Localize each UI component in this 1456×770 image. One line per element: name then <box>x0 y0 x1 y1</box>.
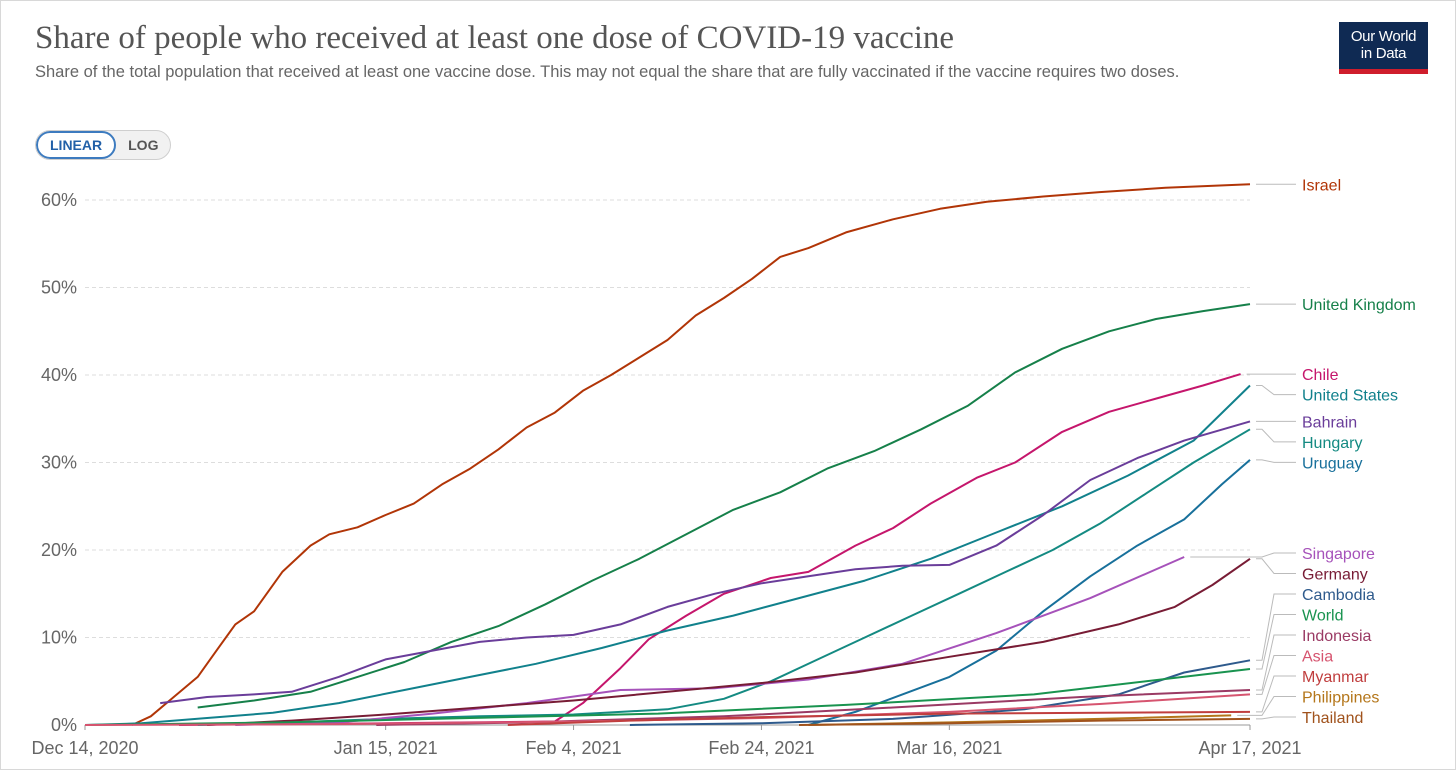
series-label-indonesia: Indonesia <box>1302 628 1371 645</box>
series-label-thailand: Thailand <box>1302 710 1363 727</box>
label-connector <box>1256 655 1296 695</box>
series-label-asia: Asia <box>1302 649 1333 666</box>
x-tick-label: Jan 15, 2021 <box>334 738 438 758</box>
series-label-germany: Germany <box>1302 567 1368 584</box>
series-label-uruguay: Uruguay <box>1302 455 1362 472</box>
label-connector <box>1256 428 1296 443</box>
chart-title: Share of people who received at least on… <box>35 20 955 56</box>
chart-subtitle: Share of the total population that recei… <box>35 63 1180 81</box>
series-label-bahrain: Bahrain <box>1302 414 1357 431</box>
x-tick-label: Feb 4, 2021 <box>526 738 622 758</box>
series-line-germany <box>207 557 1251 726</box>
series-label-philippines: Philippines <box>1302 690 1379 707</box>
scale-toggle: LINEAR LOG <box>35 130 172 160</box>
series-line-cambodia <box>629 659 1251 726</box>
label-connector <box>1256 614 1296 670</box>
x-tick-label: Apr 17, 2021 <box>1198 738 1301 758</box>
y-tick-label: 50% <box>41 278 77 298</box>
y-tick-label: 30% <box>41 453 77 473</box>
series-label-united-states: United States <box>1302 388 1398 405</box>
label-connector <box>1190 552 1296 558</box>
y-tick-label: 20% <box>41 540 77 560</box>
series-line-thailand <box>798 717 1251 726</box>
logo-line-1: Our World <box>1350 28 1417 45</box>
y-tick-label: 60% <box>41 190 77 210</box>
label-connector <box>1256 558 1296 574</box>
series-label-chile: Chile <box>1302 367 1339 384</box>
series-line-bahrain <box>160 420 1251 705</box>
series-label-cambodia: Cambodia <box>1302 587 1375 604</box>
y-tick-label: 40% <box>41 365 77 385</box>
logo-line-2: in Data <box>1360 45 1407 62</box>
label-connector <box>1256 385 1296 396</box>
series-line-chile <box>178 373 1241 726</box>
y-tick-label: 0% <box>51 715 77 735</box>
label-connector <box>1256 675 1296 713</box>
x-tick-label: Mar 16, 2021 <box>896 738 1002 758</box>
series-line-united-kingdom <box>197 303 1251 709</box>
series-label-myanmar: Myanmar <box>1302 669 1369 686</box>
label-connector <box>1237 696 1296 716</box>
series-line-uruguay <box>808 459 1251 726</box>
series-label-united-kingdom: United Kingdom <box>1302 297 1416 314</box>
series-line-united-states <box>84 384 1251 726</box>
x-tick-label: Feb 24, 2021 <box>708 738 814 758</box>
label-connector <box>1256 459 1296 463</box>
series-line-world <box>84 668 1251 726</box>
log-scale-button[interactable]: LOG <box>128 137 159 153</box>
series-line-hungary <box>197 428 1251 726</box>
x-tick-label: Dec 14, 2020 <box>31 738 138 758</box>
linear-scale-button[interactable]: LINEAR <box>36 131 117 159</box>
series-label-hungary: Hungary <box>1302 435 1362 452</box>
series-label-singapore: Singapore <box>1302 546 1375 563</box>
label-connector <box>1256 593 1296 661</box>
label-connector <box>1256 634 1296 691</box>
series-line-israel <box>131 183 1251 726</box>
series-line-myanmar <box>507 710 1251 726</box>
series-label-israel: Israel <box>1302 177 1341 194</box>
label-connector <box>1256 716 1296 720</box>
y-tick-label: 10% <box>41 628 77 648</box>
series-label-world: World <box>1302 608 1344 625</box>
owid-logo[interactable]: Our World in Data <box>1339 22 1428 74</box>
